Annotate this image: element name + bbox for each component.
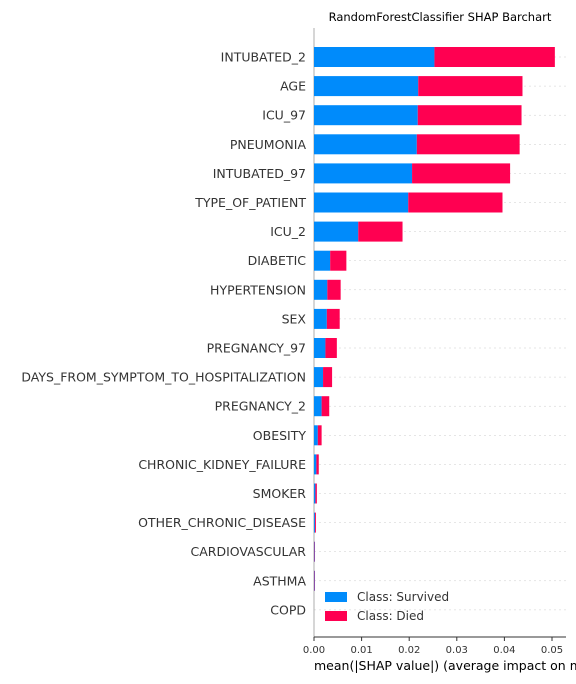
bar-survived-type-of-patient (314, 192, 409, 213)
feature-label-pneumonia: PNEUMONIA (230, 137, 307, 152)
legend-label-died: Class: Died (357, 609, 424, 623)
feature-label-pregnancy-97: PREGNANCY_97 (207, 341, 306, 356)
x-tick-label: 0.01 (350, 645, 372, 656)
bar-died-icu-97 (417, 105, 522, 126)
feature-label-age: AGE (280, 79, 306, 94)
x-tick-label: 0.02 (398, 645, 420, 656)
bar-died-pneumonia (416, 134, 520, 155)
feature-label-smoker: SMOKER (253, 486, 307, 501)
x-ticks: 0.00 0.01 0.02 0.03 0.04 0.05 (303, 637, 563, 656)
legend-label-survived: Class: Survived (357, 590, 449, 604)
bar-survived-pneumonia (314, 134, 417, 155)
bar-died-icu-2 (358, 221, 403, 242)
feature-label-icu-2: ICU_2 (270, 224, 306, 239)
legend: Class: Survived Class: Died (325, 590, 449, 623)
bar-died-diabetic (330, 250, 347, 271)
feature-label-icu-97: ICU_97 (262, 108, 306, 123)
feature-label-intubated-97: INTUBATED_97 (213, 166, 306, 181)
bar-died-hypertension (327, 279, 341, 300)
x-tick-label: 0.05 (541, 645, 563, 656)
bar-died-obesity (317, 425, 322, 446)
bar-died-smoker (315, 483, 317, 504)
bars-group (314, 47, 555, 591)
bar-survived-intubated-2 (314, 47, 435, 67)
bar-survived-icu-97 (314, 105, 418, 126)
feature-label-chronic-kidney-failure: CHRONIC_KIDNEY_FAILURE (138, 457, 306, 472)
x-tick-label: 0.00 (303, 645, 325, 656)
bar-survived-diabetic (314, 250, 331, 271)
bar-died-pregnancy-97 (325, 338, 337, 358)
feature-label-intubated-2: INTUBATED_2 (221, 50, 306, 65)
feature-label-type-of-patient: TYPE_OF_PATIENT (194, 195, 306, 210)
bar-died-chronic-kidney-failure (316, 454, 319, 475)
bar-survived-obesity (314, 425, 318, 446)
bar-survived-pregnancy-2 (314, 396, 322, 417)
bar-died-sex (326, 308, 340, 329)
bar-survived-intubated-97 (314, 163, 413, 184)
feature-label-asthma: ASTHMA (253, 573, 306, 588)
bar-survived-other-chronic-disease (314, 512, 315, 533)
bar-survived-smoker (314, 483, 316, 504)
bar-survived-hypertension (314, 279, 328, 300)
bar-survived-days-from-symptom-to-hospitalization (314, 367, 324, 388)
bar-survived-chronic-kidney-failure (314, 454, 317, 475)
bar-survived-sex (314, 308, 327, 329)
chart-title: RandomForestClassifier SHAP Barchart (329, 10, 552, 24)
feature-label-pregnancy-2: PREGNANCY_2 (215, 399, 306, 414)
feature-label-cardiovascular: CARDIOVASCULAR (191, 544, 307, 559)
x-tick-label: 0.04 (493, 645, 515, 656)
x-axis-label: mean(|SHAP value|) (average impact on mo… (314, 658, 576, 673)
bar-died-days-from-symptom-to-hospitalization (323, 367, 333, 388)
feature-label-other-chronic-disease: OTHER_CHRONIC_DISEASE (138, 515, 306, 530)
bar-died-intubated-2 (434, 47, 555, 67)
bar-died-intubated-97 (412, 163, 511, 184)
legend-swatch-died (325, 611, 347, 621)
bar-died-other-chronic-disease (314, 512, 316, 533)
bar-died-pregnancy-2 (321, 396, 330, 417)
bar-died-age (418, 76, 523, 97)
feature-label-days-from-symptom-to-hospitalization: DAYS_FROM_SYMPTOM_TO_HOSPITALIZATION (21, 370, 306, 385)
bar-died-type-of-patient (408, 192, 503, 213)
feature-label-sex: SEX (282, 311, 307, 326)
feature-label-diabetic: DIABETIC (248, 253, 307, 268)
bar-survived-icu-2 (314, 221, 359, 242)
bar-survived-age (314, 76, 419, 97)
bar-survived-pregnancy-97 (314, 338, 326, 358)
feature-label-copd: COPD (270, 602, 306, 617)
feature-labels: INTUBATED_2 AGE ICU_97 PNEUMONIA INTUBATED_9… (21, 50, 306, 618)
feature-label-obesity: OBESITY (253, 428, 307, 443)
feature-label-hypertension: HYPERTENSION (210, 282, 306, 297)
legend-swatch-survived (325, 592, 347, 602)
x-tick-label: 0.03 (446, 645, 468, 656)
